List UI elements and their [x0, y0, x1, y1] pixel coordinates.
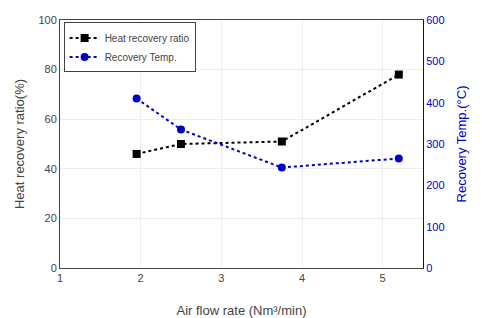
- svg-text:100: 100: [38, 14, 56, 26]
- svg-text:300: 300: [426, 138, 444, 150]
- svg-text:200: 200: [426, 179, 444, 191]
- svg-text:Heat recovery ratio: Heat recovery ratio: [105, 33, 190, 44]
- svg-text:2: 2: [138, 272, 144, 284]
- svg-text:3: 3: [218, 272, 224, 284]
- svg-text:0: 0: [51, 262, 57, 274]
- svg-text:500: 500: [426, 55, 444, 67]
- svg-text:0: 0: [426, 262, 432, 274]
- svg-text:20: 20: [45, 212, 57, 224]
- svg-text:40: 40: [45, 163, 57, 175]
- svg-text:Recovery Temp.: Recovery Temp.: [105, 52, 177, 63]
- svg-text:600: 600: [426, 14, 444, 26]
- svg-text:80: 80: [45, 63, 57, 75]
- svg-text:400: 400: [426, 97, 444, 109]
- svg-text:Air flow rate (Nm³/min): Air flow rate (Nm³/min): [176, 303, 306, 318]
- svg-text:Heat recovery ratio(%): Heat recovery ratio(%): [12, 79, 27, 209]
- svg-text:100: 100: [426, 221, 444, 233]
- svg-text:Recovery Temp.(°C): Recovery Temp.(°C): [454, 86, 469, 203]
- svg-text:5: 5: [380, 272, 386, 284]
- svg-text:1: 1: [57, 272, 63, 284]
- svg-text:4: 4: [299, 272, 305, 284]
- svg-text:60: 60: [45, 113, 57, 125]
